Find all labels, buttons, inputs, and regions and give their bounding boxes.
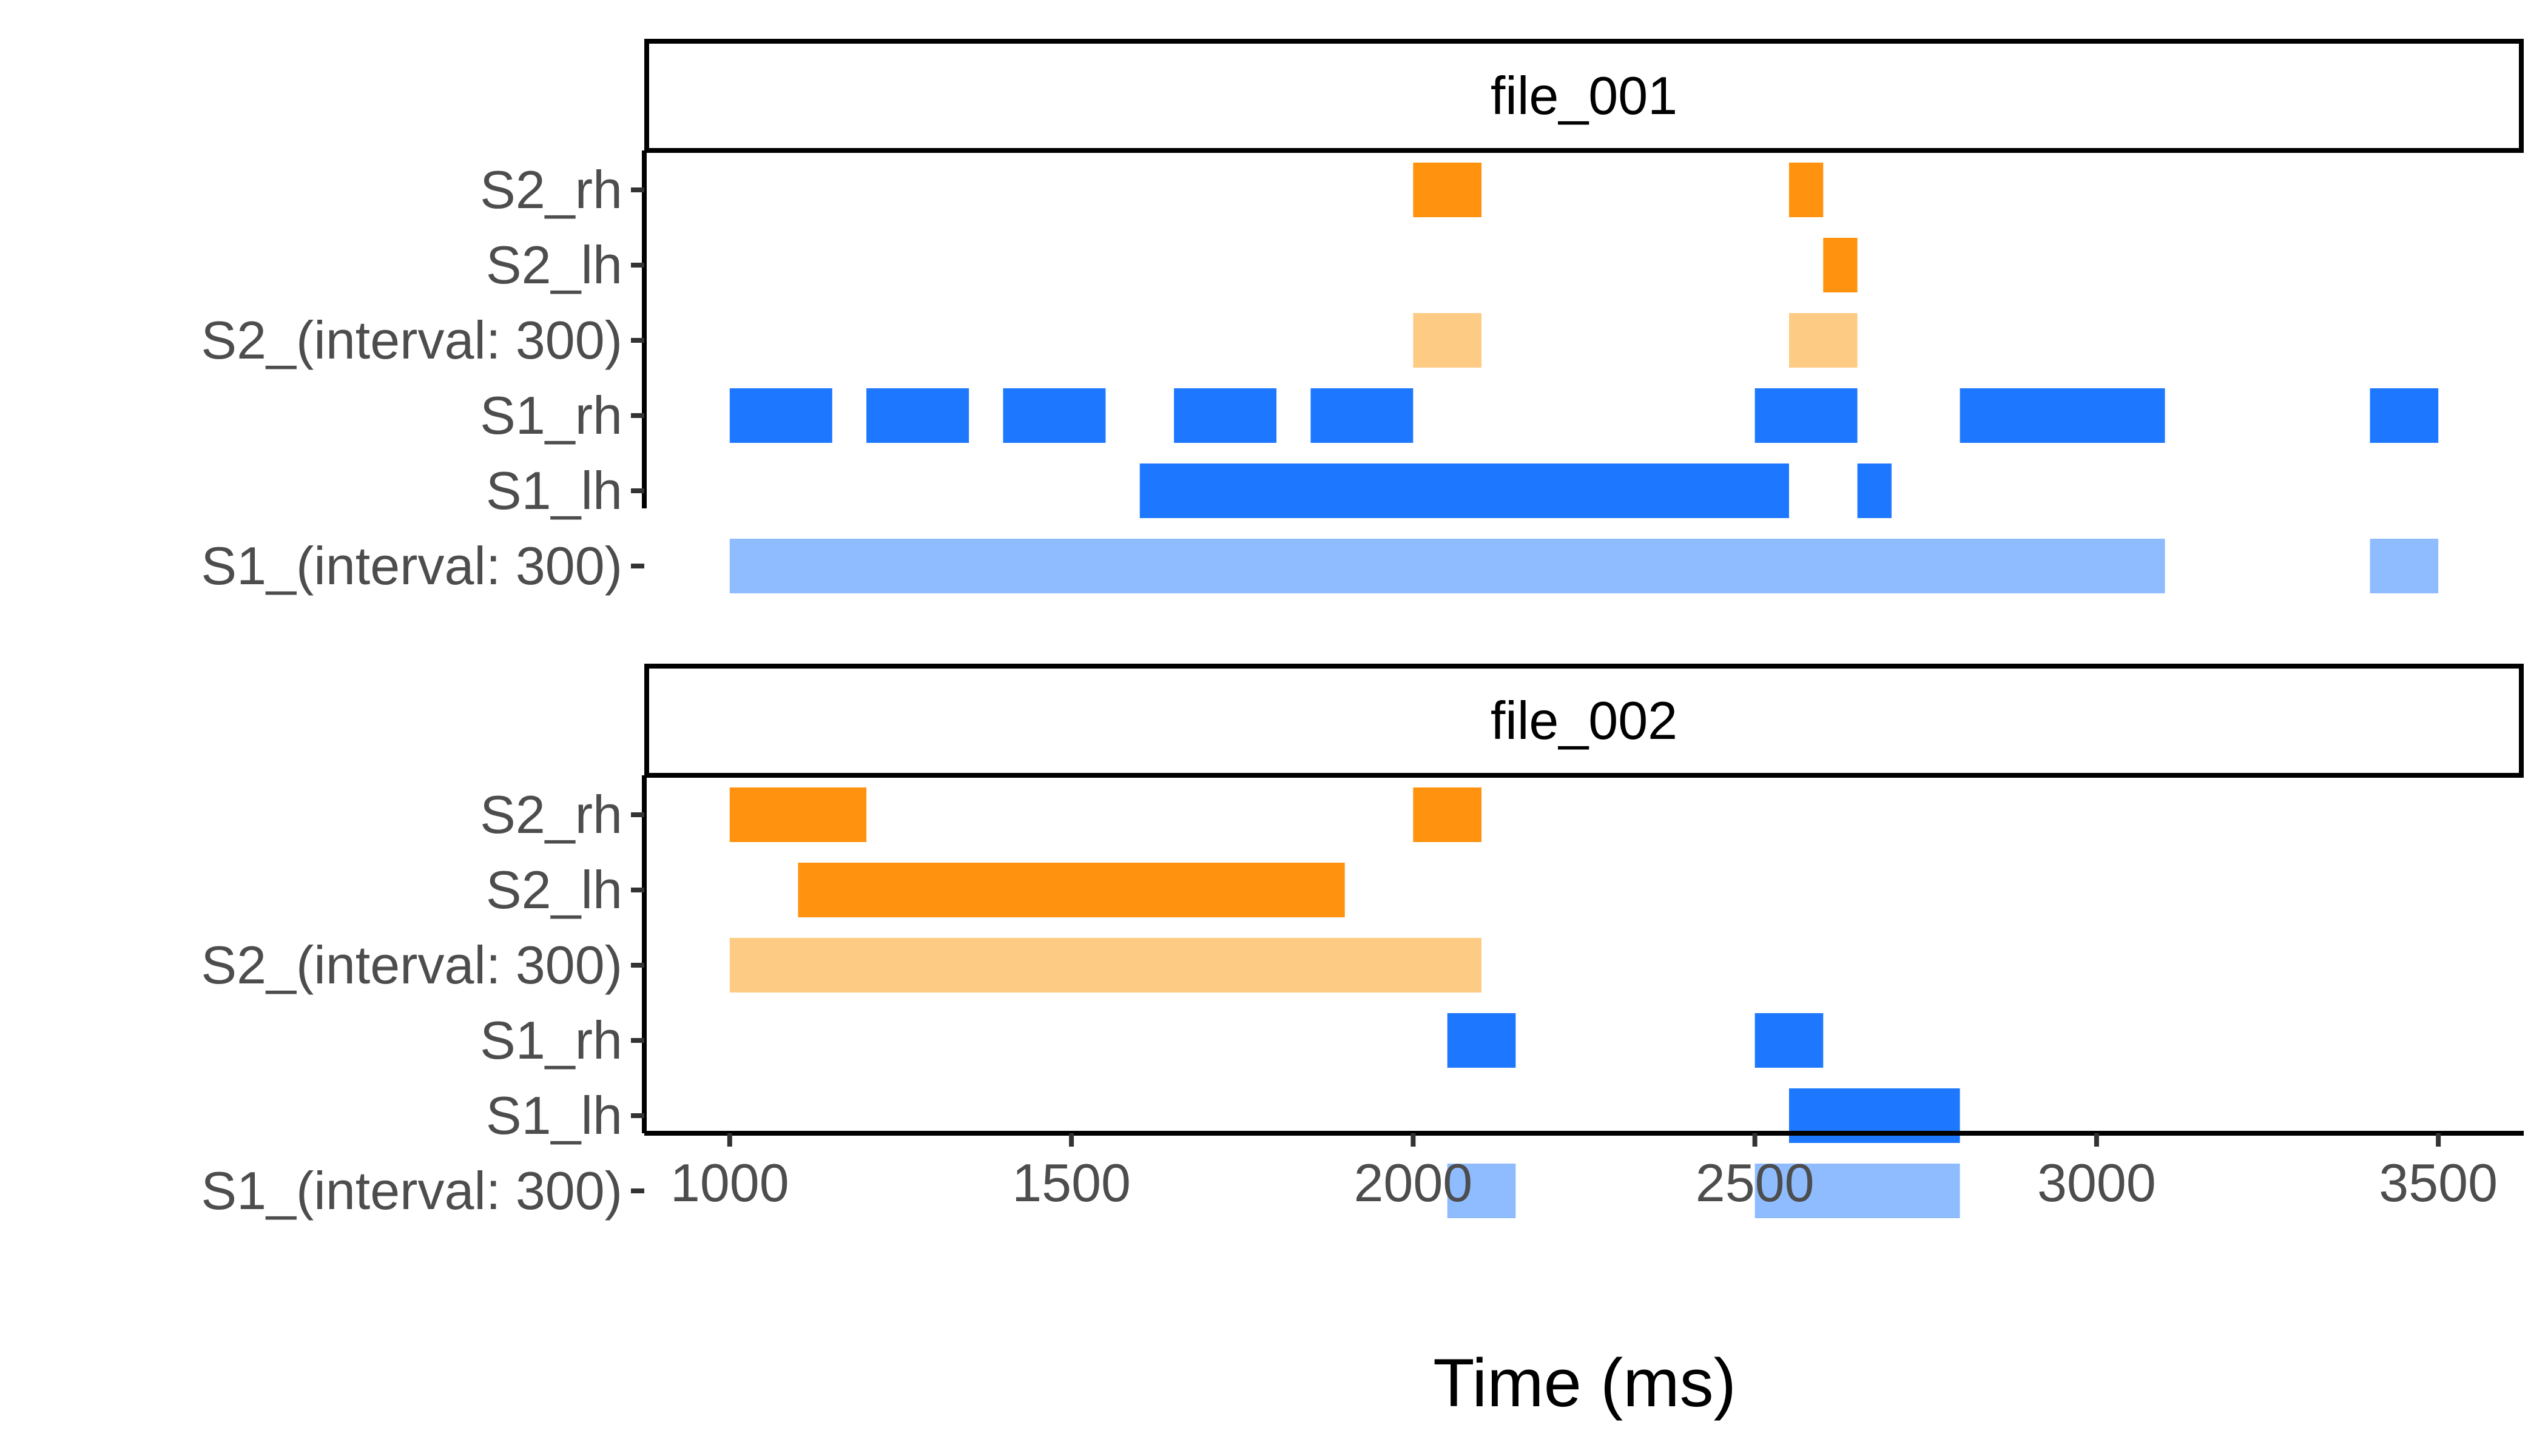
x-tick-label: 2500 [1696, 1153, 1815, 1213]
facet-strip [644, 39, 2524, 153]
y-tick-label: S2_lh [486, 235, 622, 295]
y-tick-label: S2_(interval: 300) [201, 310, 622, 370]
bar [1447, 1164, 1516, 1218]
bar [2370, 539, 2439, 593]
bar [1413, 313, 1482, 368]
bar [1174, 388, 1277, 443]
y-tick-label: S2_(interval: 300) [201, 935, 622, 995]
bar [1754, 388, 1858, 443]
y-tick-label: S1_rh [480, 1010, 622, 1070]
bar [866, 388, 969, 443]
facet-panels: file_001 S2_rh S2_lh S2_(interval: 300) S1_r… [201, 39, 2524, 1221]
y-tick-label: S1_lh [486, 460, 622, 521]
bar [1413, 787, 1482, 842]
bar [1139, 463, 1789, 518]
bar [2370, 388, 2439, 443]
y-tick-label: S1_(interval: 300) [201, 536, 622, 596]
bar [729, 787, 867, 842]
bar [1754, 1164, 1960, 1218]
bars [729, 163, 2439, 593]
bar [1003, 388, 1106, 443]
bar [729, 938, 1482, 993]
bar [1754, 1013, 1824, 1068]
bar [1788, 313, 1858, 368]
x-tick-label: 3500 [2379, 1153, 2498, 1213]
facet-title: file_001 [1491, 66, 1677, 126]
bar [1857, 463, 1892, 518]
x-axis-label: Time (ms) [1433, 1345, 1736, 1421]
y-tick-label: S1_rh [480, 385, 622, 445]
y-tick-label: S1_(interval: 300) [201, 1161, 622, 1221]
y-tick-label: S2_lh [486, 860, 622, 920]
facet-strip [644, 664, 2524, 778]
bar [1310, 388, 1414, 443]
bar [1788, 163, 1824, 217]
bar [1413, 163, 1482, 217]
facet-panel-file_001: file_001 S2_rh S2_lh S2_(interval: 300) S1_r… [201, 39, 2524, 596]
facet-panel-file_002: file_002 S2_rh S2_lh S2_(interval: 300) S1_r… [201, 664, 2524, 1221]
y-tick-label: S2_rh [480, 160, 622, 220]
x-tick-label: 3000 [2037, 1153, 2156, 1213]
x-tick-label: 1000 [670, 1153, 789, 1213]
bar [1447, 1013, 1516, 1068]
bar [798, 863, 1345, 917]
facet-title: file_002 [1491, 690, 1677, 750]
bar [1960, 388, 2165, 443]
bars [729, 787, 1960, 1218]
y-tick-label: S1_lh [486, 1085, 622, 1145]
bar [1823, 238, 1858, 292]
bar [729, 539, 2165, 593]
x-tick-label: 1500 [1012, 1153, 1131, 1213]
bar [729, 388, 832, 443]
y-tick-label: S2_rh [480, 784, 622, 844]
x-axis: 1000 1500 2000 2500 3000 3500 [644, 1131, 2524, 1213]
x-tick-label: 2000 [1353, 1153, 1472, 1213]
